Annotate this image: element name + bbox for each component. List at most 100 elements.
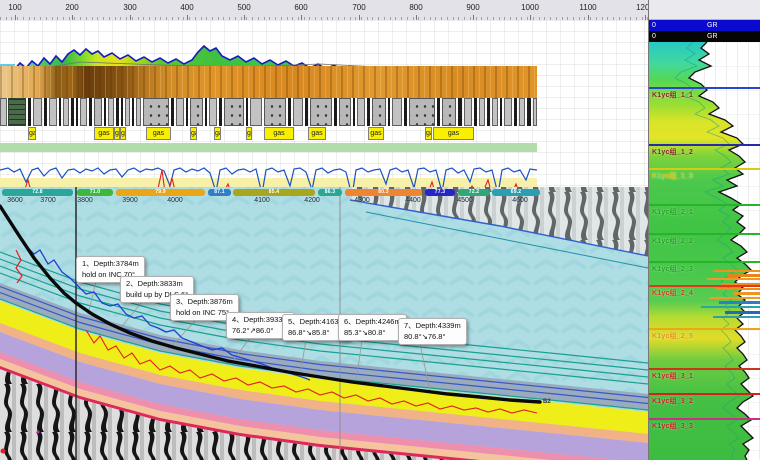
depth-label: 3700 bbox=[40, 197, 56, 204]
formation-marker-line bbox=[649, 393, 760, 395]
ruler-tick bbox=[17, 17, 19, 20]
ruler-label: 100 bbox=[8, 3, 22, 12]
marker-dot bbox=[0, 448, 6, 454]
ruler-tick bbox=[103, 17, 105, 20]
lithology-block bbox=[353, 98, 355, 126]
lithology-block bbox=[487, 98, 490, 126]
depth-label: 4200 bbox=[304, 197, 320, 204]
ruler-tick bbox=[332, 17, 334, 20]
log-bar bbox=[701, 306, 760, 308]
ruler-tick bbox=[252, 17, 254, 20]
ruler-tick bbox=[412, 17, 414, 20]
ruler-tick bbox=[45, 17, 47, 20]
formation-marker-line bbox=[649, 168, 760, 170]
ruler-tick bbox=[217, 17, 219, 20]
ruler-major-tick bbox=[530, 15, 531, 20]
lithology-block bbox=[116, 98, 119, 126]
callout-line2: hold on INC 70° bbox=[82, 269, 136, 279]
trajectory-callout[interactable]: 2、Depth:3833m build up by DLS 6° bbox=[120, 276, 195, 303]
gas-show-box: gas bbox=[246, 127, 252, 140]
ruler-major-tick bbox=[416, 15, 417, 20]
ruler-tick bbox=[584, 17, 586, 20]
ruler-tick bbox=[286, 17, 288, 20]
depth-label: 3600 bbox=[7, 197, 23, 204]
ruler-tick bbox=[492, 17, 494, 20]
formation-marker-label: K1yc组_2_3 bbox=[652, 266, 694, 273]
depth-label: 4100 bbox=[254, 197, 270, 204]
ruler-major-tick bbox=[130, 15, 131, 20]
lithology-block bbox=[190, 98, 203, 126]
log-tracks-strip[interactable]: gasgasgasgasgasgasgasgasgasgasgasgasgas bbox=[0, 20, 648, 187]
ruler-tick bbox=[555, 17, 557, 20]
inclination-pill: 72.8 bbox=[2, 189, 73, 196]
lithology-block bbox=[80, 98, 87, 126]
gas-show-box: gas bbox=[120, 127, 126, 140]
log-bar bbox=[721, 283, 760, 286]
ruler-tick bbox=[595, 17, 597, 20]
ruler-major-tick bbox=[244, 15, 245, 20]
ruler-tick bbox=[601, 17, 603, 20]
lithology-block bbox=[492, 98, 498, 126]
ruler-tick bbox=[234, 17, 236, 20]
ruler-tick bbox=[275, 17, 277, 20]
ruler-tick bbox=[435, 17, 437, 20]
ruler-label: 800 bbox=[409, 3, 423, 12]
lithology-block bbox=[533, 98, 537, 126]
lithology-block bbox=[339, 98, 351, 126]
lithology-block bbox=[437, 98, 440, 126]
depth-label: 4400 bbox=[405, 197, 421, 204]
formation-marker-label: K1yc组_3_2 bbox=[652, 398, 694, 405]
lithology-block bbox=[205, 98, 207, 126]
ruler-major-tick bbox=[473, 15, 474, 20]
ruler-tick bbox=[131, 17, 133, 20]
ruler-tick bbox=[418, 17, 420, 20]
gas-show-box: gas bbox=[433, 127, 474, 140]
ruler-tick bbox=[538, 17, 540, 20]
ruler-tick bbox=[280, 17, 282, 20]
ruler-major-tick bbox=[15, 15, 16, 20]
ruler-tick bbox=[573, 17, 574, 20]
ruler-tick bbox=[349, 17, 351, 20]
lithology-block bbox=[250, 98, 262, 126]
ruler-tick bbox=[206, 17, 208, 20]
log-bar bbox=[709, 297, 760, 299]
ruler-tick bbox=[257, 17, 259, 20]
gr-curve-label-2: GR bbox=[707, 33, 718, 40]
callout-line2: 80.8°↘76.8° bbox=[404, 331, 446, 341]
gr-type-log-curve bbox=[649, 42, 760, 460]
rop-track-band bbox=[0, 143, 537, 152]
well-trajectory bbox=[0, 204, 542, 404]
lithology-block bbox=[176, 98, 184, 126]
ruler-label: 500 bbox=[237, 3, 251, 12]
callout-line1: 5、Depth:4163m bbox=[288, 317, 345, 326]
lithology-block bbox=[224, 98, 244, 126]
ruler-label: 1200 bbox=[636, 3, 654, 12]
inclination-pill: 72.2 bbox=[458, 189, 490, 196]
gas-show-box: gas bbox=[308, 127, 326, 140]
gas-show-box: gas bbox=[94, 127, 114, 140]
ruler-tick bbox=[5, 17, 7, 20]
horizon-band bbox=[0, 323, 648, 443]
formation-marker-line bbox=[649, 368, 760, 370]
ruler-tick bbox=[590, 17, 592, 20]
trajectory-callout[interactable]: 7、Depth:4339m 80.8°↘76.8° bbox=[398, 318, 467, 345]
gas-show-box: gas bbox=[425, 127, 432, 140]
log-bar bbox=[715, 288, 760, 290]
ruler-tick bbox=[366, 17, 368, 20]
callout-line1: 3、Depth:3876m bbox=[176, 297, 233, 306]
inclination-pill: 69.2 bbox=[492, 189, 540, 196]
callout-line2: build up by DLS 6° bbox=[126, 289, 189, 299]
ruler-tick bbox=[515, 17, 517, 20]
depth-label: 4000 bbox=[167, 197, 183, 204]
gr-type-log: K1yc组_1_1 K1yc组_1_2 K1yc组_1_3 K1yc组_2_1 K1yc… bbox=[649, 42, 760, 460]
gr-reference-panel[interactable]: 0 GR 0 GR bbox=[648, 0, 760, 460]
ruler-label: 600 bbox=[294, 3, 308, 12]
lithology-block bbox=[409, 98, 435, 126]
callout-line1: 1、Depth:3784m bbox=[82, 259, 139, 268]
trajectory-callout[interactable]: 6、Depth:4246m 85.3°↘80.8° bbox=[338, 314, 407, 341]
formation-marker-label: K1yc组_2_4 bbox=[652, 290, 694, 297]
ruler-tick bbox=[532, 17, 534, 20]
lithology-block bbox=[464, 98, 472, 126]
log-bar bbox=[727, 274, 760, 277]
callout-line2: 85.3°↘80.8° bbox=[344, 327, 386, 337]
